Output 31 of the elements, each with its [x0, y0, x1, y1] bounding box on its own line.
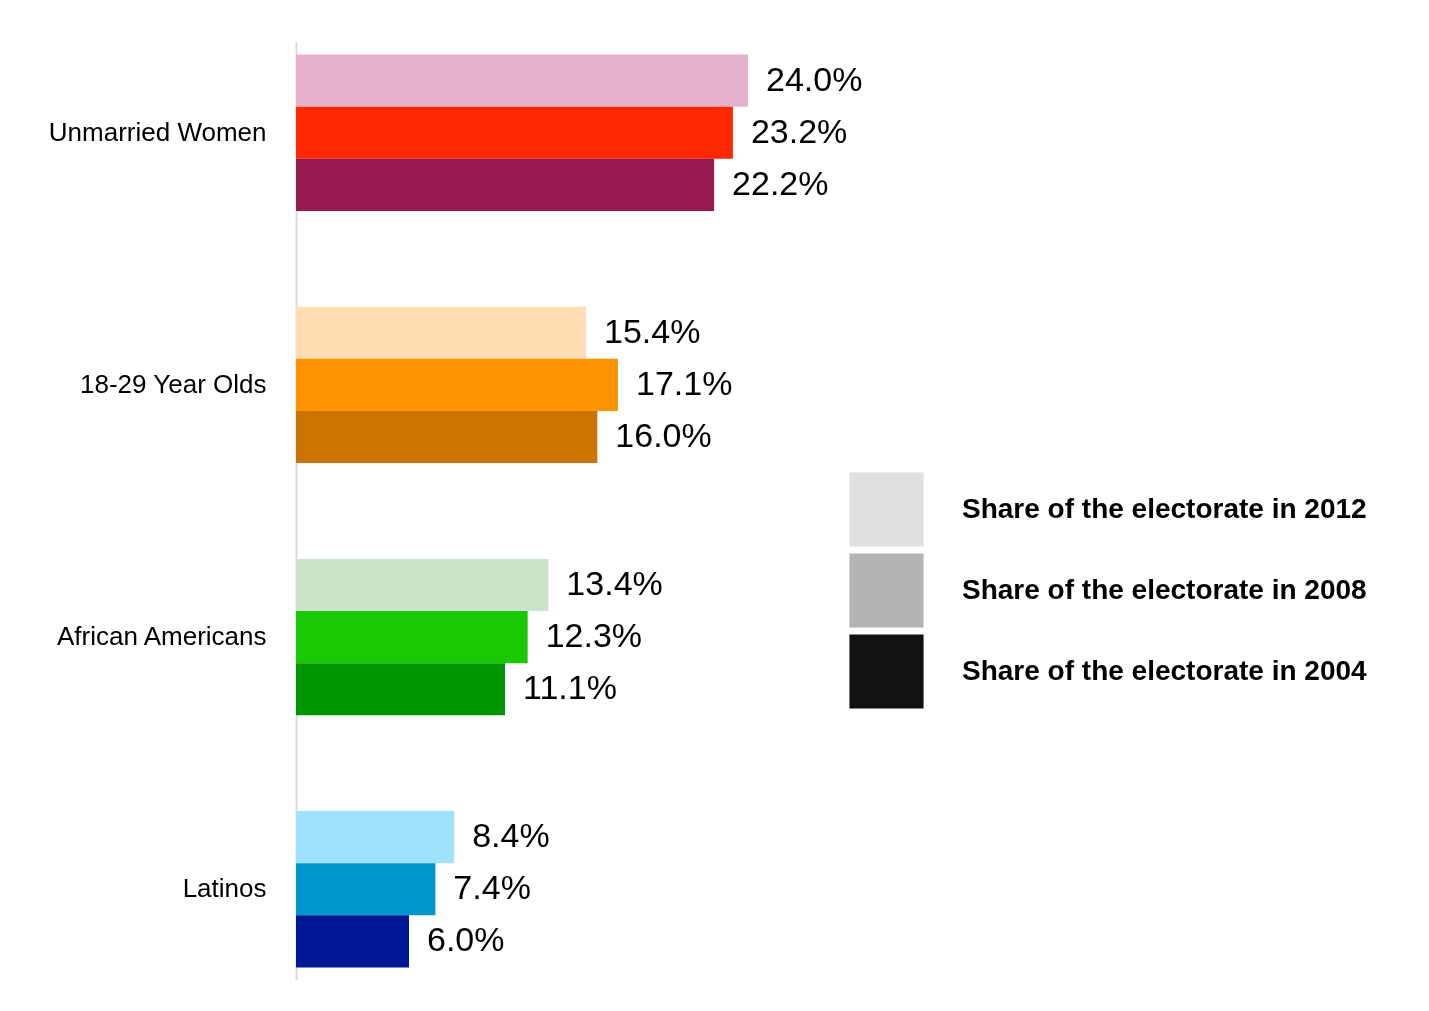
data-label: 6.0%: [427, 920, 505, 959]
data-label: 7.4%: [453, 868, 531, 907]
bar: [296, 611, 528, 664]
text: Share of the electorate in 2012: [962, 492, 1367, 524]
data-label: 16.0%: [615, 416, 712, 455]
bar: [296, 410, 598, 464]
y-tick-label: 18-29 Year Olds: [80, 368, 267, 399]
y-tick-label: Unmarried Women: [48, 116, 267, 147]
text: Share of the electorate in 2004: [962, 654, 1368, 686]
data-label: 15.4%: [604, 311, 701, 350]
data-label: 24.0%: [766, 59, 863, 98]
data-label: 23.2%: [750, 111, 848, 150]
data-label: 13.4%: [566, 563, 663, 602]
data-label: 22.2%: [732, 163, 829, 202]
bar: [296, 863, 436, 916]
data-label: 12.3%: [545, 616, 643, 655]
bar: [296, 358, 619, 411]
bar: [296, 158, 715, 211]
bar: [296, 811, 455, 864]
y-tick-label: African Americans: [56, 621, 267, 652]
text: Share of the electorate in 2008: [962, 573, 1367, 605]
bar: [296, 558, 549, 612]
bar: [296, 915, 409, 968]
bar: [296, 663, 506, 716]
data-label: 11.1%: [523, 668, 617, 707]
data-label: 8.4%: [472, 816, 550, 855]
y-tick-label: Latinos: [182, 873, 267, 904]
bar: [296, 306, 587, 359]
bar: [296, 54, 748, 107]
data-label: 17.1%: [636, 363, 733, 402]
bar: [296, 106, 733, 159]
